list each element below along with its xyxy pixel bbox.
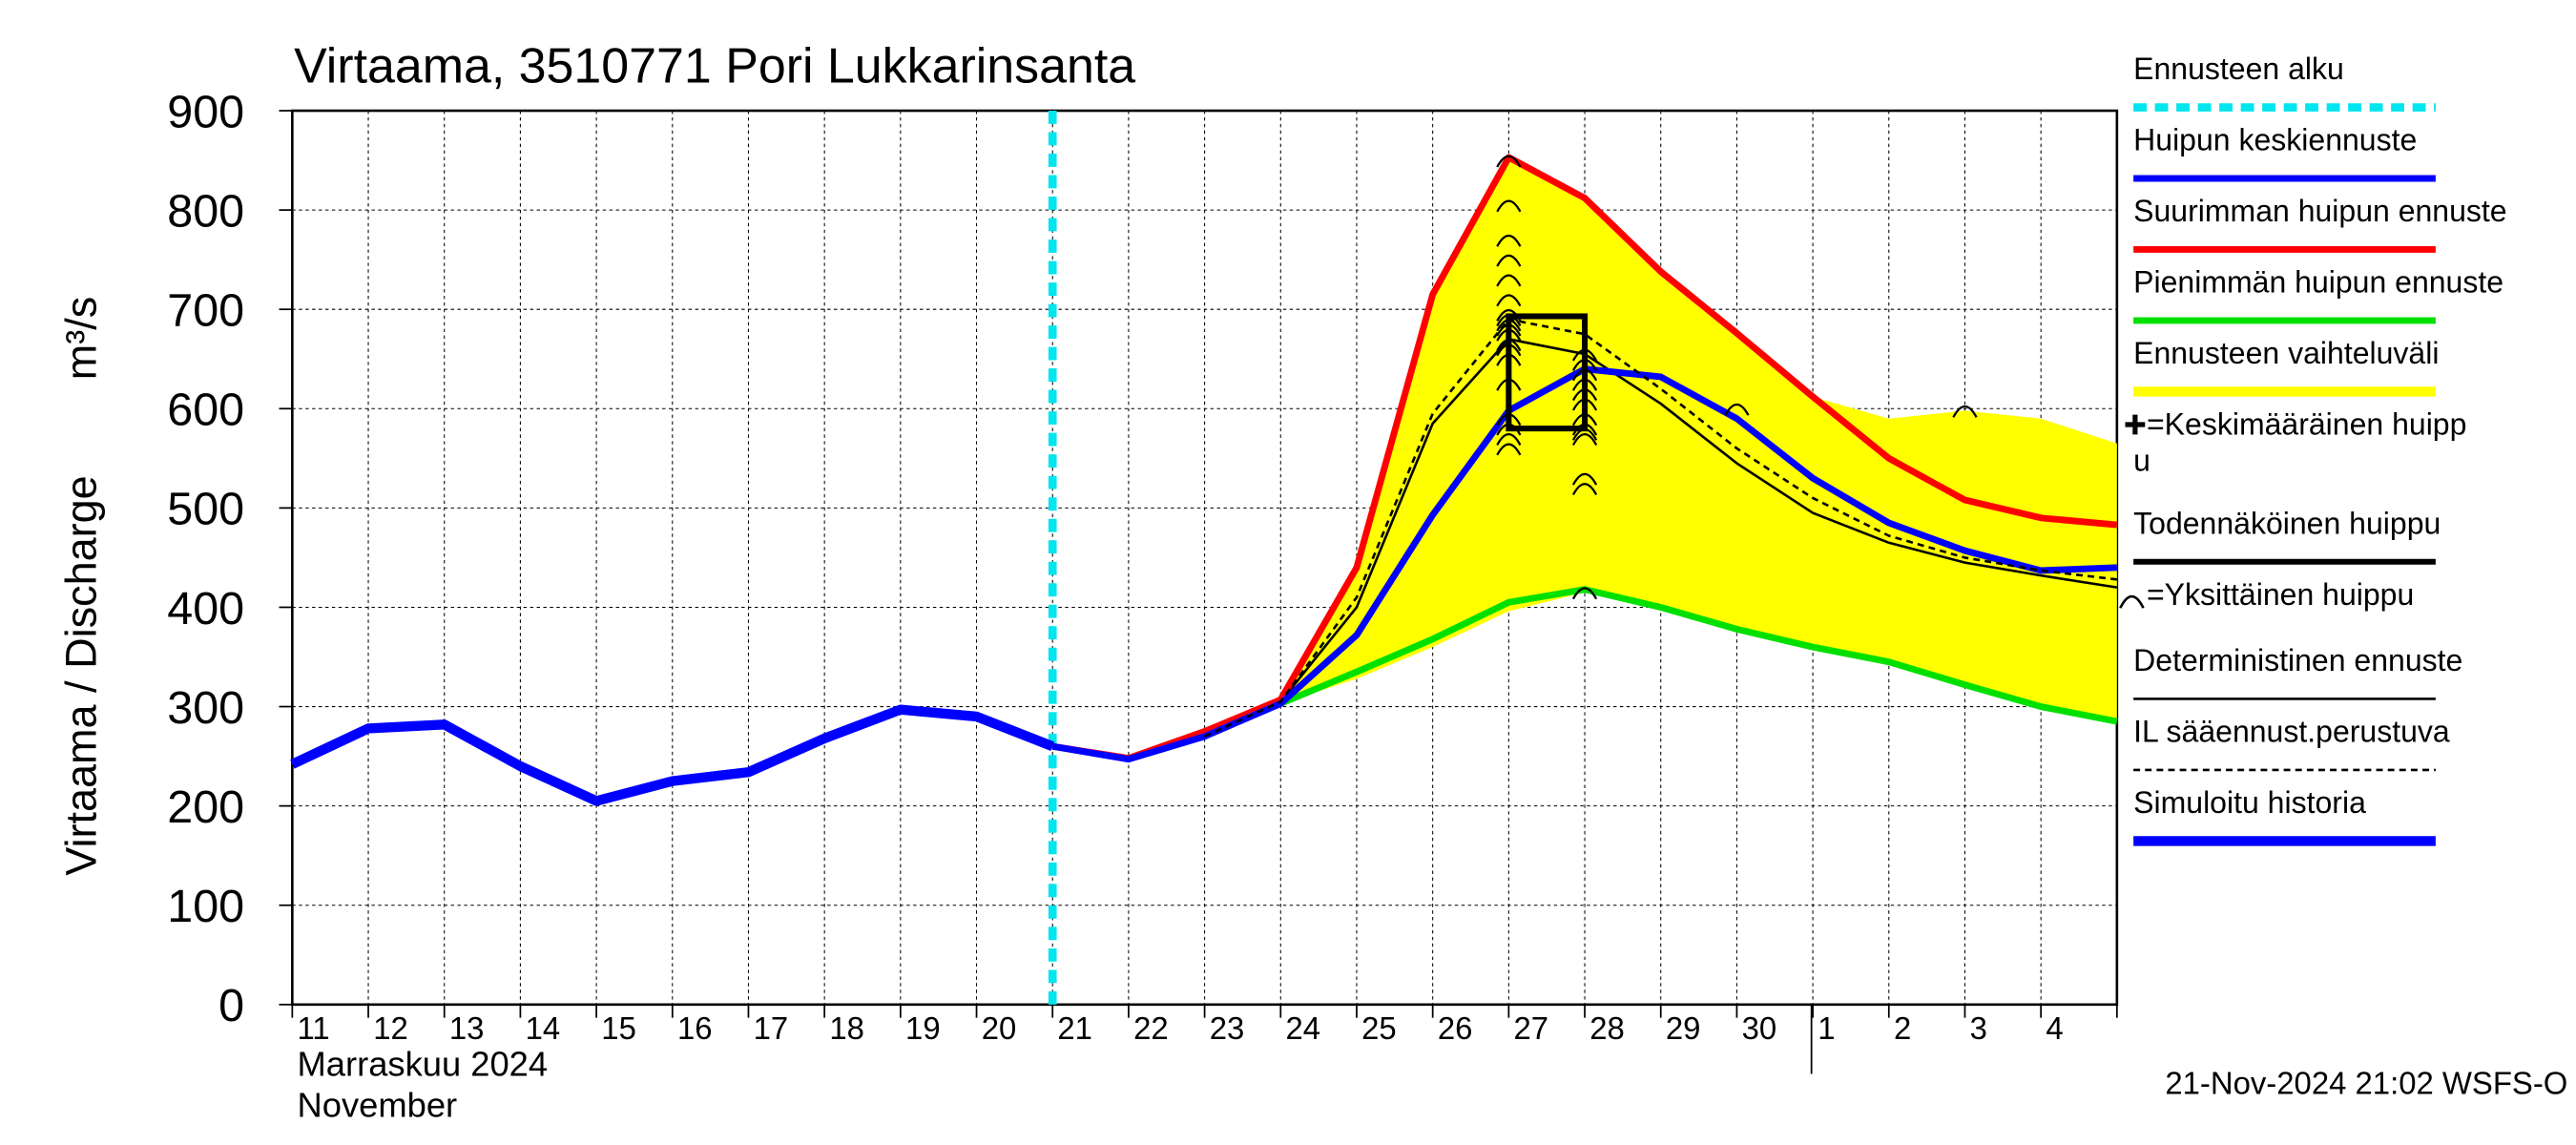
single-peak: [1724, 403, 1750, 416]
y-axis-label: Virtaama / Discharge: [56, 475, 105, 875]
series-line: [1204, 318, 2117, 738]
single-peak: [1496, 328, 1522, 342]
x-tick-label: 19: [905, 1010, 941, 1046]
y-tick-label: 700: [167, 285, 244, 337]
single-peak: [1496, 294, 1522, 307]
single-peak: [1571, 423, 1598, 436]
series-line: [290, 704, 1055, 806]
x-tick-label: 21: [1057, 1010, 1092, 1046]
single-peak: [1571, 433, 1598, 446]
x-tick-label: 17: [754, 1010, 789, 1046]
legend-label: IL sääennust.perustuva: [2133, 714, 2450, 748]
x-tick-label: 28: [1589, 1010, 1625, 1046]
y-axis-unit: m³/s: [56, 297, 105, 381]
single-peak: [1496, 254, 1522, 267]
legend-label: =Yksittäinen huippu: [2147, 577, 2414, 612]
x-tick-label: 18: [829, 1010, 864, 1046]
single-peak: [1496, 423, 1522, 436]
y-tick-label: 100: [167, 881, 244, 932]
series-line: [1278, 586, 2118, 725]
y-tick-label: 600: [167, 385, 244, 436]
y-tick-label: 900: [167, 86, 244, 137]
legend-label: Todennäköinen huippu: [2133, 506, 2441, 540]
x-tick-label: 3: [1970, 1010, 1987, 1046]
single-peak: [1952, 405, 1978, 418]
single-peak: [1571, 348, 1598, 362]
single-peak: [1496, 274, 1522, 287]
legend-label: Huipun keskiennuste: [2133, 123, 2417, 157]
series-line: [1051, 154, 2118, 762]
plot-layer: [290, 111, 2118, 1005]
single-peak: [1496, 155, 1522, 168]
x-axis-label: November: [298, 1086, 458, 1125]
single-peak: [1571, 587, 1598, 600]
forecast-band: [1280, 156, 2117, 722]
probable-peak: [1506, 313, 1589, 432]
legend-label: =Keskimääräinen huipp: [2147, 406, 2466, 441]
single-peak: [1496, 319, 1522, 332]
single-peak: [1496, 413, 1522, 427]
y-tick-label: 800: [167, 185, 244, 237]
legend-icon: [2125, 414, 2146, 435]
legend-label: Deterministinen ennuste: [2133, 643, 2462, 677]
x-tick-label: 14: [526, 1010, 561, 1046]
single-peak: [1571, 378, 1598, 391]
single-peak: [1571, 413, 1598, 427]
legend-label: Suurimman huipun ennuste: [2133, 194, 2506, 228]
x-axis-label: Marraskuu 2024: [298, 1044, 549, 1083]
legend-label: Ennusteen vaihteluväli: [2133, 336, 2439, 370]
x-tick-label: 29: [1666, 1010, 1701, 1046]
single-peak: [1571, 472, 1598, 486]
x-tick-label: 22: [1133, 1010, 1169, 1046]
single-peak: [1496, 323, 1522, 337]
footer: 21-Nov-2024 21:02 WSFS-O: [2165, 1065, 2567, 1100]
x-tick-label: 13: [449, 1010, 485, 1046]
single-peak: [1571, 368, 1598, 382]
single-peak: [1571, 388, 1598, 402]
chart-title: Virtaama, 3510771 Pori Lukkarinsanta: [294, 39, 1135, 94]
series-line: [1204, 338, 2118, 738]
single-peak: [1496, 353, 1522, 366]
single-peak: [1496, 339, 1522, 352]
x-tick-label: 30: [1742, 1010, 1777, 1046]
single-peak: [1496, 344, 1522, 357]
y-tick-label: 200: [167, 781, 244, 833]
x-tick-label: 15: [601, 1010, 636, 1046]
single-peak: [1496, 443, 1522, 456]
single-peak: [1496, 234, 1522, 247]
x-tick-label: 27: [1514, 1010, 1549, 1046]
y-tick-label: 400: [167, 583, 244, 635]
x-tick-label: 11: [298, 1010, 330, 1046]
legend-icon: [2119, 594, 2145, 609]
x-tick-label: 20: [982, 1010, 1017, 1046]
legend-label: Simuloitu historia: [2133, 785, 2366, 820]
legend-label: u: [2133, 443, 2150, 477]
x-tick-label: 25: [1361, 1010, 1397, 1046]
x-tick-label: 16: [677, 1010, 713, 1046]
x-tick-label: 1: [1818, 1010, 1835, 1046]
y-tick-label: 0: [218, 980, 244, 1031]
single-peak: [1496, 199, 1522, 213]
x-tick-label: 26: [1438, 1010, 1473, 1046]
single-peak: [1571, 427, 1598, 441]
single-peak: [1496, 433, 1522, 446]
single-peak: [1571, 398, 1598, 411]
single-peak: [1496, 308, 1522, 322]
single-peak: [1496, 378, 1522, 391]
x-tick-label: 4: [2046, 1010, 2063, 1046]
x-tick-label: 24: [1285, 1010, 1320, 1046]
single-peak: [1571, 483, 1598, 496]
y-tick-label: 500: [167, 484, 244, 535]
single-peak: [1496, 314, 1522, 327]
legend-label: Ennusteen alku: [2133, 52, 2344, 86]
x-tick-label: 23: [1210, 1010, 1245, 1046]
single-peak: [1571, 359, 1598, 371]
x-tick-label: 12: [373, 1010, 408, 1046]
x-tick-label: 2: [1894, 1010, 1911, 1046]
y-tick-label: 300: [167, 682, 244, 734]
legend-label: Pienimmän huipun ennuste: [2133, 264, 2503, 299]
